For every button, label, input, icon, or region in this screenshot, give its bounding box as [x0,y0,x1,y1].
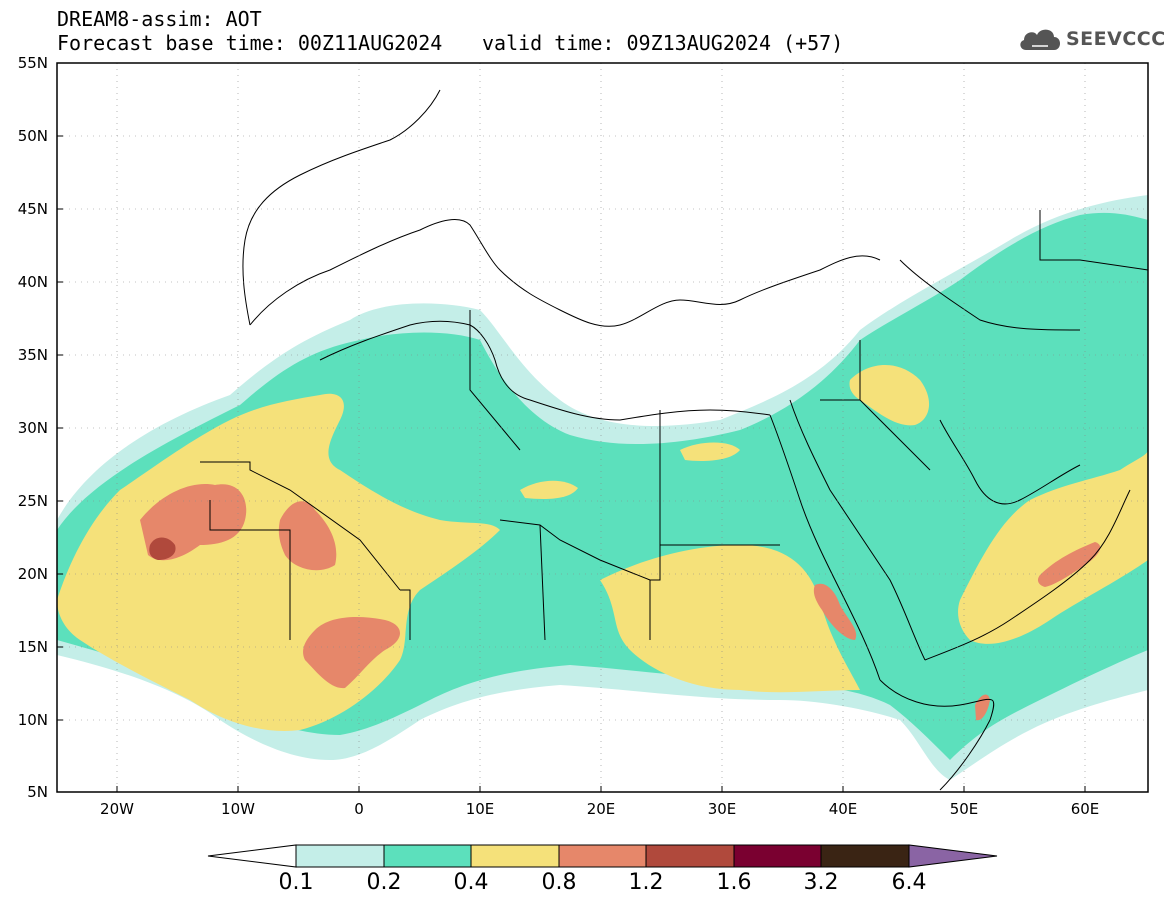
colorbar-label: 0.4 [453,870,489,895]
aot-contour-0.8-sudan [813,583,857,640]
cloud-icon [1020,29,1060,50]
aot-contour-0.4-iraq [849,365,930,426]
colorbar-seg-4 [558,844,647,868]
colorbar-seg-2 [383,844,472,868]
lat-label: 45N [17,200,48,218]
seevccc-logo: SEEVCCC [1018,22,1165,58]
colorbar-label: 0.8 [541,870,577,895]
colorbar-lower-arrow [207,844,297,868]
aot-contour-1.2-mauritania [149,537,176,560]
lat-label: 25N [17,492,48,510]
axis-ticks [57,135,1086,792]
lon-label: 20W [100,800,134,818]
colorbar-label: 1.6 [716,870,752,895]
lat-label: 30N [17,419,48,437]
lon-label: 20E [586,800,616,818]
lon-label: 30E [707,800,737,818]
lat-label: 5N [27,783,48,801]
colorbar-label: 6.4 [891,870,927,895]
colorbar-label: 0.1 [278,870,314,895]
lon-label: 10E [465,800,495,818]
colorbar-label: 3.2 [803,870,839,895]
aot-contour-0.4-arabia [958,450,1148,644]
lon-label: 0 [354,800,364,818]
lat-label: 10N [17,711,48,729]
colorbar-label: 1.2 [628,870,664,895]
colorbar-seg-3 [470,844,560,868]
aot-contour-0.8-niger [303,617,400,689]
chart-title: DREAM8-assim: AOT [57,7,262,31]
colorbar-seg-1 [295,844,385,868]
colorbar-label: 0.2 [366,870,402,895]
valid-time: valid time: 09Z13AUG2024 (+57) [482,31,844,55]
colorbar [207,844,998,868]
colorbar-seg-7 [820,844,910,868]
aot-contour-0.4-libya [520,480,578,499]
lat-label: 55N [17,54,48,72]
country-borders [200,89,1149,791]
lat-label: 15N [17,638,48,656]
colorbar-seg-5 [645,844,735,868]
lon-label: 50E [949,800,979,818]
logo-text: SEEVCCC [1066,28,1165,50]
lat-label: 35N [17,346,48,364]
colorbar-seg-6 [733,844,822,868]
aot-contour-0.4-egypt [680,442,740,461]
map-frame [56,62,1149,793]
lon-label: 10W [221,800,255,818]
aot-contour-0.4-central [600,545,860,693]
lon-label: 60E [1070,800,1100,818]
aot-contour-0.8-oman [1037,542,1101,587]
lat-label: 50N [17,127,48,145]
lat-label: 20N [17,565,48,583]
aot-contour-0.8-mali [278,501,337,571]
lon-label: 40E [828,800,858,818]
forecast-base-time: Forecast base time: 00Z11AUG2024 [57,31,443,55]
colorbar-upper-arrow [908,844,998,868]
lat-label: 40N [17,273,48,291]
